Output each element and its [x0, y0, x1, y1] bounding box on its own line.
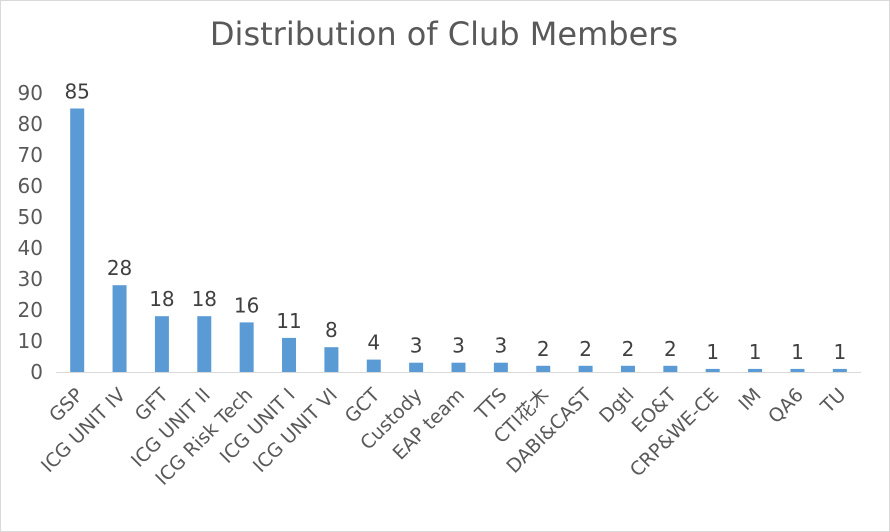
bar [366, 359, 381, 372]
bar [112, 285, 127, 372]
data-label: 3 [410, 334, 423, 358]
data-label: 2 [664, 337, 677, 361]
y-tick-label: 90 [18, 81, 43, 105]
data-label: 1 [706, 340, 719, 364]
y-tick-label: 60 [18, 174, 43, 198]
bar [663, 365, 678, 372]
bar [620, 365, 635, 372]
bar [282, 337, 297, 372]
data-label: 85 [64, 80, 89, 104]
data-label: 3 [452, 334, 465, 358]
data-label: 1 [749, 340, 762, 364]
x-tick-label: IM [735, 384, 766, 415]
y-tick-label: 70 [18, 143, 43, 167]
bar [154, 316, 169, 372]
data-label: 1 [833, 340, 846, 364]
bar [705, 368, 720, 372]
bar [409, 362, 424, 372]
data-label: 4 [367, 331, 380, 355]
data-label: 8 [325, 318, 338, 342]
data-label: 3 [495, 334, 508, 358]
bar [197, 316, 212, 372]
chart-title: Distribution of Club Members [209, 15, 679, 53]
y-tick-label: 10 [18, 329, 43, 353]
data-label: 1 [791, 340, 804, 364]
x-tick-label: QA6 [764, 384, 808, 428]
data-label: 2 [537, 337, 550, 361]
y-tick-label: 40 [18, 236, 43, 260]
data-label: 28 [107, 256, 132, 280]
bar [451, 362, 466, 372]
bar [578, 365, 593, 372]
data-label: 11 [276, 309, 301, 333]
data-label: 2 [622, 337, 635, 361]
x-tick-label: TU [816, 384, 850, 418]
y-tick-label: 50 [18, 205, 43, 229]
bar [239, 322, 254, 372]
data-label: 18 [192, 287, 217, 311]
bar [790, 368, 805, 372]
y-tick-label: 0 [30, 360, 43, 384]
data-label: 18 [149, 287, 174, 311]
data-label: 16 [234, 293, 259, 317]
bar [70, 108, 85, 372]
bar [832, 368, 847, 372]
bar [324, 347, 339, 372]
data-label: 2 [579, 337, 592, 361]
bar [748, 368, 763, 372]
bar [493, 362, 508, 372]
y-tick-label: 30 [18, 267, 43, 291]
bar [536, 365, 551, 372]
y-tick-label: 20 [18, 298, 43, 322]
y-tick-label: 80 [18, 112, 43, 136]
